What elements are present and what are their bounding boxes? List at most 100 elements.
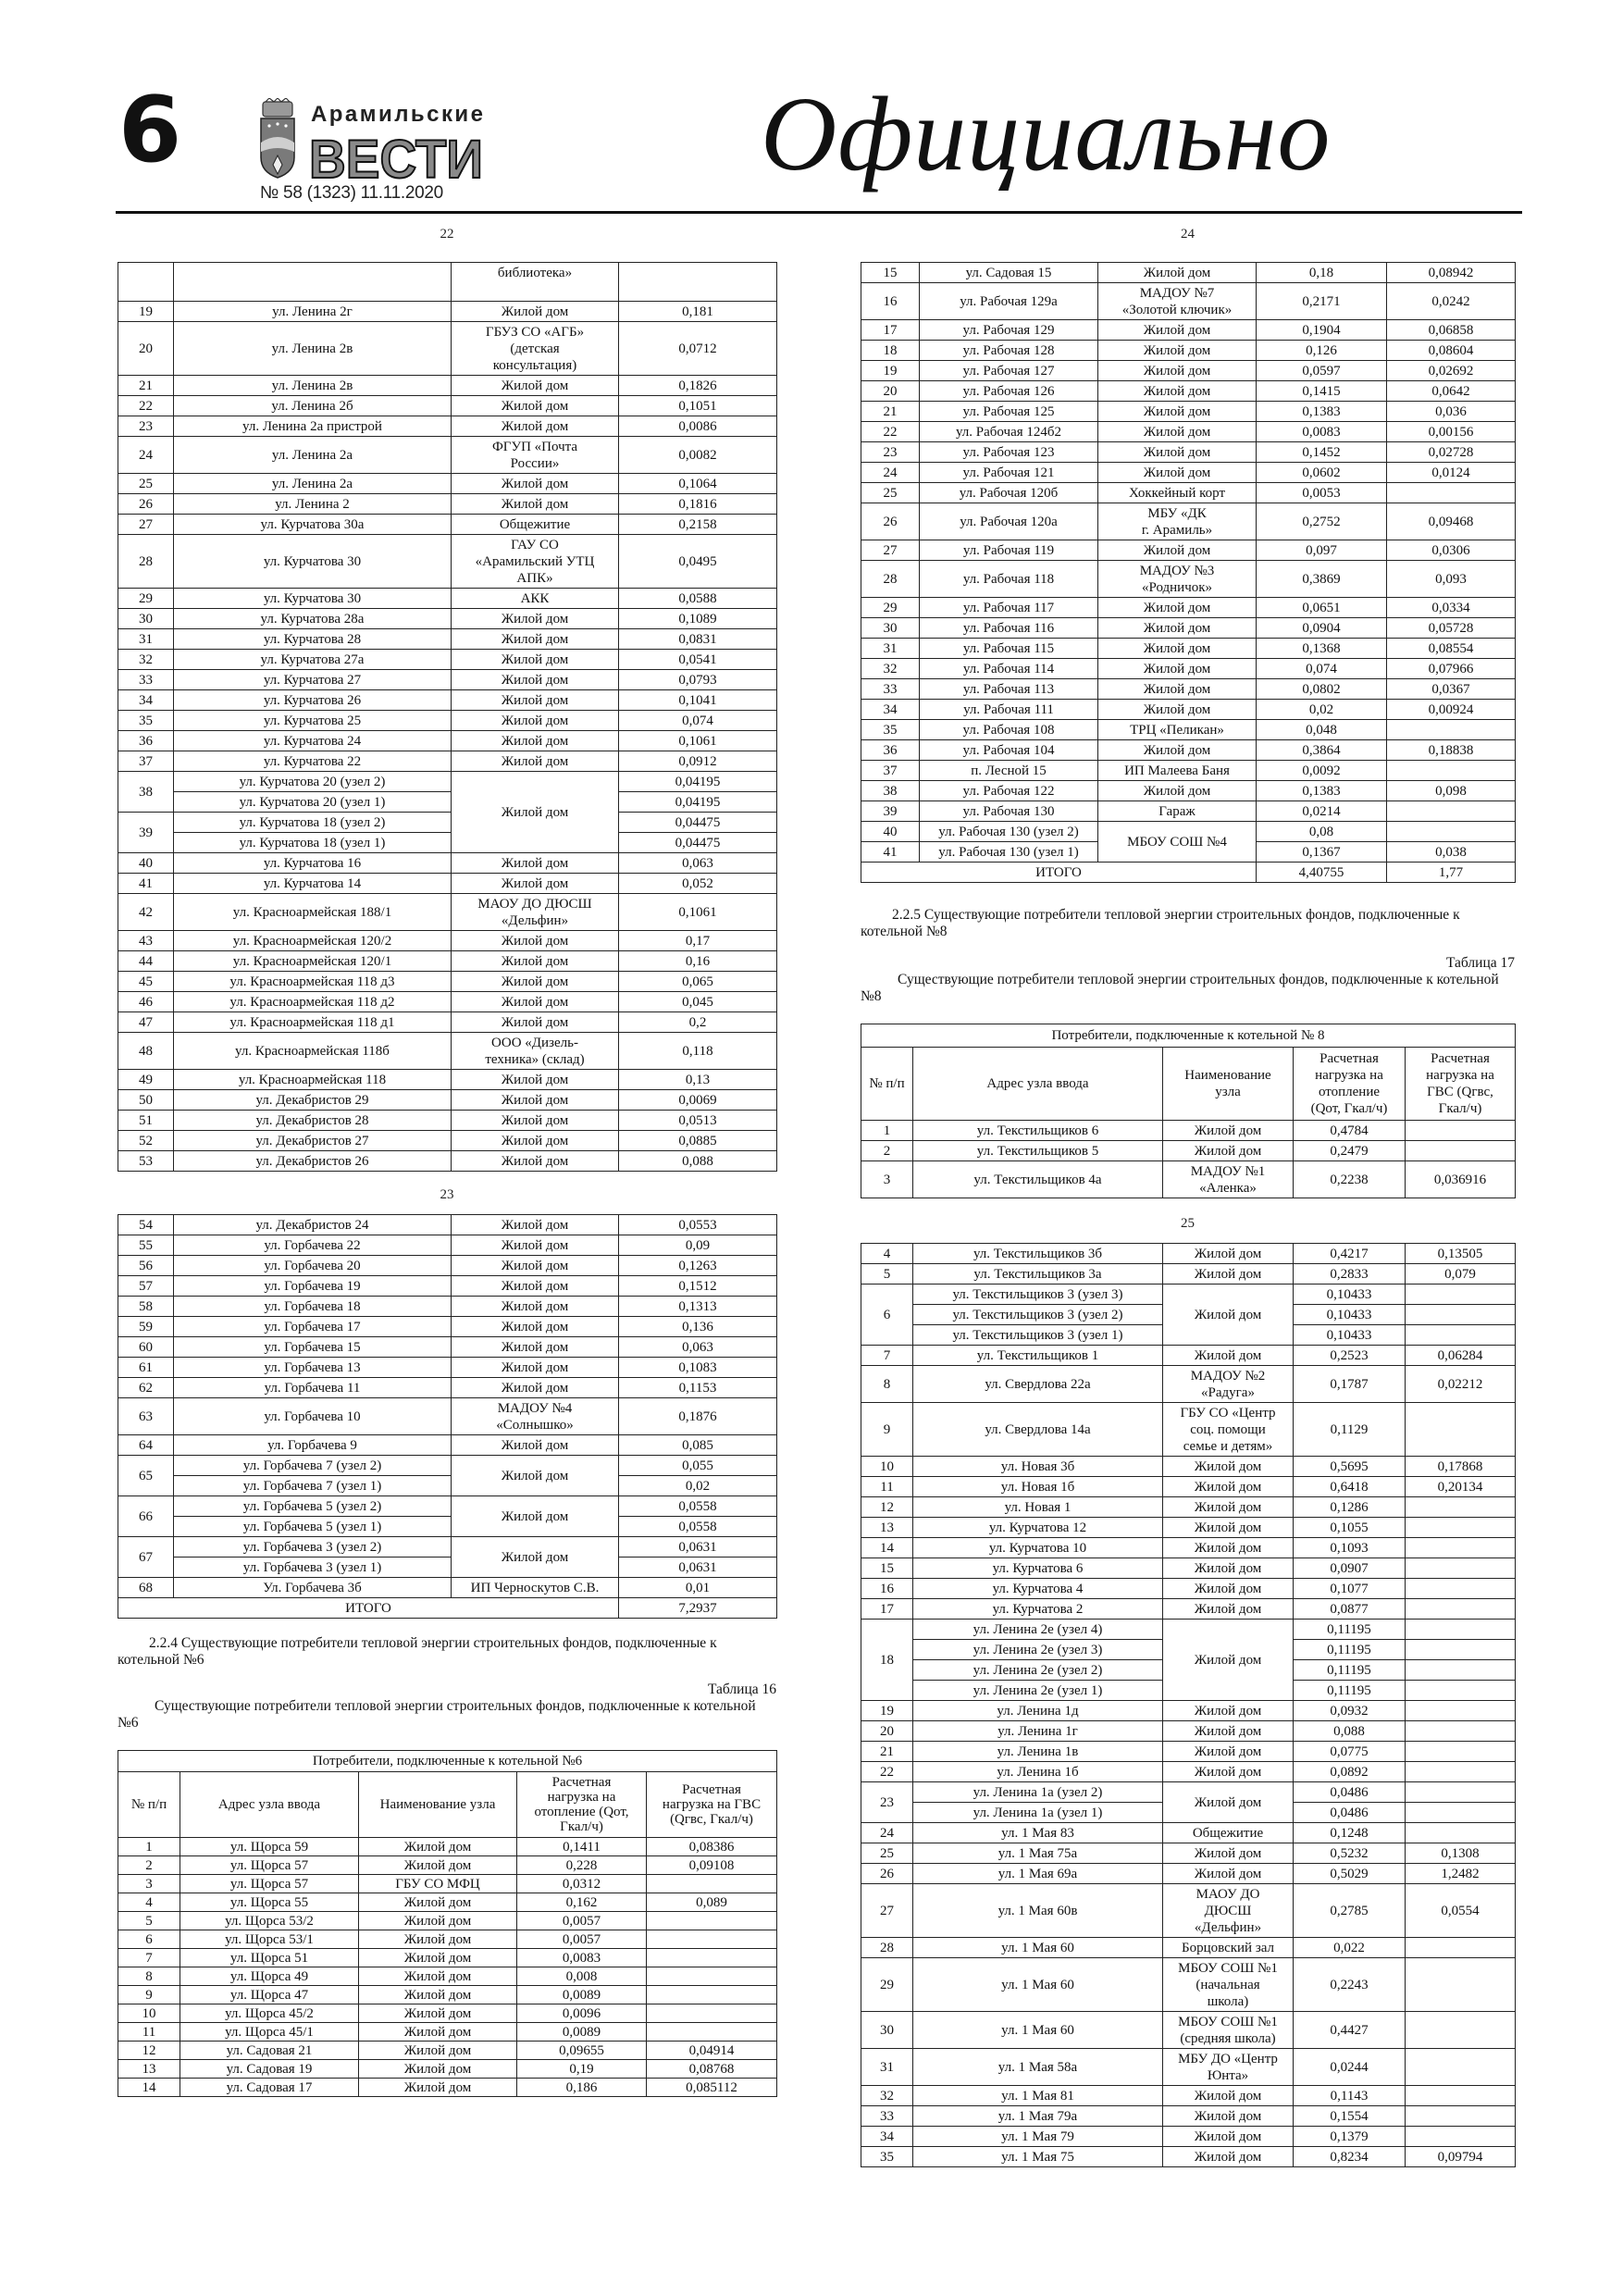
address: ул. Курчатова 26 [173,689,452,711]
address: ул. Ленина 1г [912,1720,1163,1742]
hot-water-load [1405,1619,1516,1640]
node-name: Жилой дом [1162,1120,1294,1141]
address: ул. Ленина 2в [173,375,452,396]
node-name: Жилой дом [358,2059,517,2079]
hot-water-load: 0,08386 [646,1837,777,1856]
node-name: МБУ «ДК г. Арамиль» [1097,503,1257,540]
table-16-caption: Существующие потребители тепловой энерги… [118,1698,776,1731]
row-number: 29 [118,588,174,609]
table-row: 45 ул. Красноармейская 118 д3 Жилой дом 0,0… [118,971,777,992]
address: ул. Декабристов 28 [173,1110,452,1131]
table-row: ул. Горбачева 7 (узел 1) 0,02 [118,1475,777,1496]
node-name: Жилой дом [451,1496,619,1537]
address: ул. Щорса 51 [180,1948,359,1967]
heat-load: 0,045 [618,991,777,1012]
address: ул. Щорса 57 [180,1874,359,1893]
node-name: Жилой дом [451,473,619,494]
node-name: ГБУ СО «Центр соц. помощи семье и детям» [1162,1402,1294,1457]
table-row: 47 ул. Красноармейская 118 д1 Жилой дом 0,2 [118,1011,777,1033]
address: ул. Курчатова 24 [173,730,452,751]
total-label: ИТОГО [118,1597,619,1619]
row-number: 34 [861,2126,913,2147]
table-row: 65 ул. Горбачева 7 (узел 2) Жилой дом 0,055 [118,1455,777,1496]
heat-load: 0,181 [618,301,777,322]
address: ул. Ленина 1а (узел 2) [912,1781,1163,1803]
address: ул. Курчатова 30а [173,514,452,535]
row-number: 10 [861,1456,913,1477]
table-row: 1 ул. Щорса 59 Жилой дом 0,1411 0,08386 [118,1837,777,1856]
table-row: 2 ул. Текстильщиков 5 Жилой дом 0,2479 [861,1140,1516,1161]
heat-load: 0,1411 [516,1837,647,1856]
node-name: Жилой дом [451,1434,619,1456]
address: ул. Курчатова 4 [912,1578,1163,1599]
table-row: 23 ул. Ленина 1а (узел 2) Жилой дом 0,0486 [861,1781,1516,1823]
address: ул. 1 Мая 81 [912,2085,1163,2106]
address: ул. Рабочая 130 [919,800,1098,822]
row-number: 23 [118,416,174,437]
node-name: Жилой дом [451,751,619,772]
row-number: 29 [861,1957,913,2012]
address: ул. Свердлова 14а [912,1402,1163,1457]
hot-water-load [1405,2126,1516,2147]
address: ул. Рабочая 104 [919,739,1098,761]
address: ул. 1 Мая 60 [912,2011,1163,2049]
column-header: Расчетная нагрузка на отопление (Qот, Гк… [1293,1047,1406,1121]
table-row: 22 ул. Ленина 1б Жилой дом 0,0892 [861,1761,1516,1782]
node-name: Жилой дом [358,1855,517,1875]
table-row: 22 ул. Рабочая 124б2 Жилой дом 0,0083 0,0015… [861,421,1516,442]
logo-line1: Арамильские [311,102,483,127]
newspaper-page-number: 6 [118,78,182,183]
logo-line2: ВЕСТИ [309,130,483,181]
heat-load: 0,0486 [1293,1781,1406,1803]
table-row: 28 ул. Рабочая 118 МАДОУ №3 «Родничок» 0,38… [861,560,1516,598]
node-name: Жилой дом [451,730,619,751]
row-number: 16 [861,1578,913,1599]
node-name: МАДОУ №2 «Радуга» [1162,1365,1294,1403]
heat-load: 0,0086 [618,416,777,437]
table-row: 21 ул. Ленина 1в Жилой дом 0,0775 [861,1741,1516,1762]
table-row: 62 ул. Горбачева 11 Жилой дом 0,1153 [118,1377,777,1398]
heat-load: 0,0631 [618,1536,777,1558]
heat-load: 0,1554 [1293,2105,1406,2127]
heat-load: 0,16 [618,950,777,972]
table-row: ул. Ленина 2е (узел 1) 0,11195 [861,1680,1516,1701]
address: ул. Рабочая 126 [919,380,1098,402]
table-row: ул. Курчатова 20 (узел 1) 0,04195 [118,791,777,813]
row-number: 63 [118,1397,174,1435]
node-name: Жилой дом [451,930,619,951]
section-2-2-5-text: 2.2.5 Существующие потребители тепловой … [861,907,1515,940]
table-title-row: Потребители, подключенные к котельной № … [861,1024,1516,1048]
row-number: 19 [861,360,920,381]
node-name: Жилой дом [1162,1843,1294,1864]
row-number: 20 [118,321,174,376]
address: ул. Рабочая 130 (узел 1) [919,841,1098,863]
heat-load: 0,1153 [618,1377,777,1398]
node-name: Жилой дом [358,2022,517,2042]
heat-load: 0,6418 [1293,1476,1406,1497]
heat-load: 0,2171 [1256,282,1387,320]
address: ул. Рабочая 125 [919,401,1098,422]
caption-text: Существующие потребители тепловой энерги… [861,972,1499,1004]
node-name: библиотека» [451,262,619,302]
table-row: 42 ул. Красноармейская 188/1 МАОУ ДО ДЮСШ … [118,893,777,931]
row-number: 24 [861,462,920,483]
node-name: Жилой дом [451,710,619,731]
table-row: ул. Текстильщиков 3 (узел 1) 0,10433 [861,1324,1516,1346]
row-number: 52 [118,1130,174,1151]
table-row: 16 ул. Рабочая 129а МАДОУ №7 «Золотой ключ… [861,282,1516,320]
row-number: 11 [118,2022,180,2042]
row-number: 67 [118,1536,174,1578]
hot-water-load [1405,1558,1516,1579]
heat-load: 0,0553 [618,1214,777,1235]
heat-load: 0,0904 [1256,617,1387,639]
row-number: 8 [861,1365,913,1403]
address: ул. Рабочая 114 [919,658,1098,679]
heat-load: 0,18 [1256,262,1387,283]
node-name: Жилой дом [1162,1345,1294,1366]
table-row: 14 ул. Курчатова 10 Жилой дом 0,1093 [861,1537,1516,1558]
address: ул. Горбачева 20 [173,1255,452,1276]
address: ул. 1 Мая 60в [912,1883,1163,1938]
address: ул. Новая 1б [912,1476,1163,1497]
heat-load: 0,074 [618,710,777,731]
row-number: 35 [861,719,920,740]
